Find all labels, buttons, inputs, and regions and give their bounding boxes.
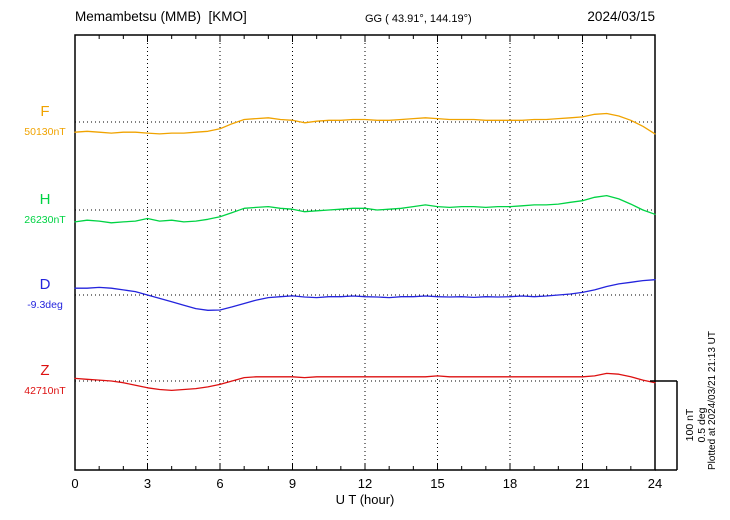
series-baseline-value-H: 26230nT [24, 214, 66, 226]
scale-nt-label: 100 nT [684, 408, 696, 442]
geographic-coordinates: GG ( 43.91°, 144.19°) [365, 13, 472, 25]
x-tick-label: 24 [647, 476, 663, 491]
x-tick-label: 18 [502, 476, 518, 491]
series-label-F: F 50130nT [14, 103, 76, 139]
x-tick-label: 9 [288, 476, 297, 491]
series-letter-H: H [39, 191, 51, 208]
observation-date: 2024/03/15 [587, 9, 655, 24]
x-tick-label: 12 [357, 476, 373, 491]
plotted-at-note: Plotted at 2024/03/21 21:13 UT [707, 331, 718, 470]
trace-H [74, 194, 656, 224]
trace-Z [74, 372, 656, 392]
series-label-Z: Z 42710nT [14, 362, 76, 398]
series-letter-F: F [40, 103, 50, 120]
series-letter-D: D [39, 276, 51, 293]
series-baseline-value-F: 50130nT [24, 126, 66, 138]
x-tick-label: 21 [575, 476, 590, 491]
x-tick-label: 3 [143, 476, 152, 491]
series-letter-Z: Z [40, 362, 50, 379]
x-axis-label: U T (hour) [335, 492, 395, 507]
x-tick-label: 15 [430, 476, 445, 491]
series-baseline-value-Z: 42710nT [24, 385, 66, 397]
trace-D [74, 279, 656, 311]
scale-bar-labels: 100 nT 0.5 deg [684, 394, 708, 456]
trace-F [74, 112, 656, 135]
x-tick-label: 0 [71, 476, 79, 491]
plot-frame [74, 34, 656, 471]
series-label-D: D -9.3deg [14, 276, 76, 312]
series-baseline-value-D: -9.3deg [27, 299, 63, 311]
station-title: Memambetsu (MMB) [KMO] [75, 9, 247, 24]
series-label-H: H 26230nT [14, 191, 76, 227]
x-tick-label: 6 [216, 476, 224, 491]
